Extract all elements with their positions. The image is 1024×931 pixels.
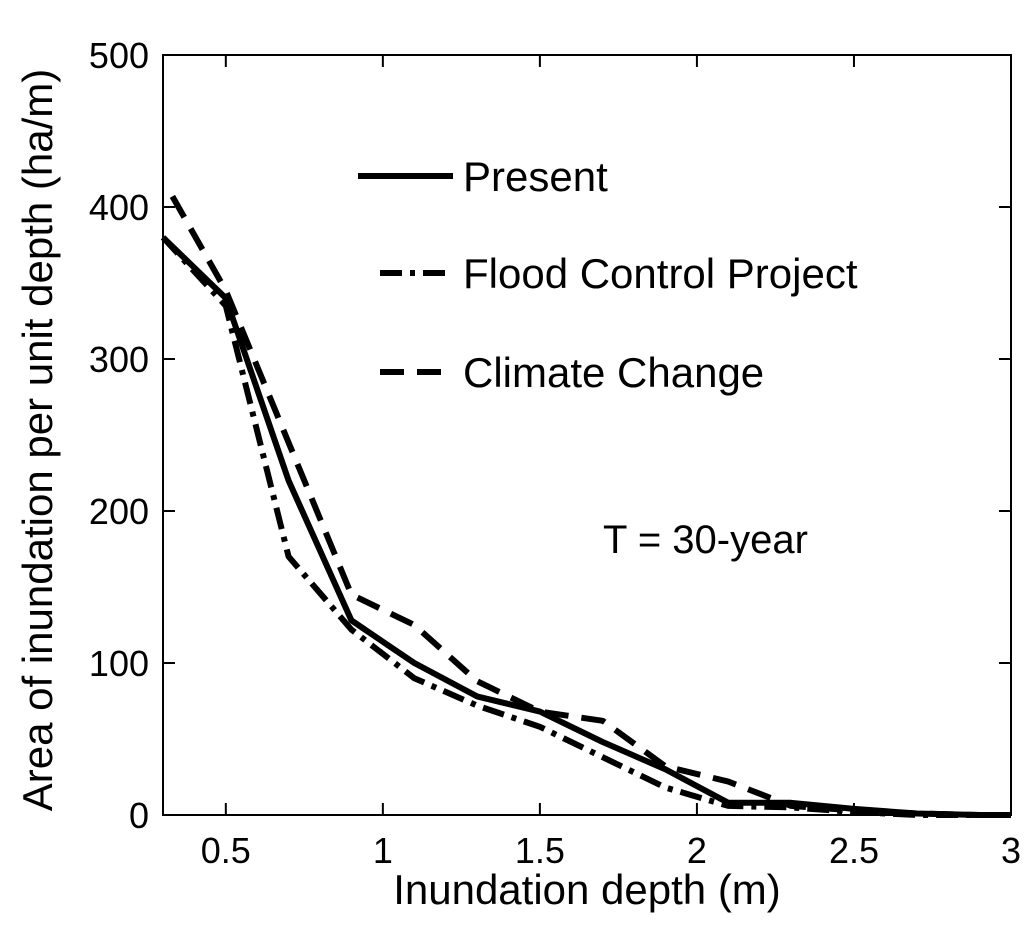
x-tick-label: 0.5 <box>201 830 251 871</box>
series-line-present <box>160 235 1011 818</box>
legend-label-climate-change: Climate Change <box>463 349 764 396</box>
y-tick-label: 500 <box>89 35 149 76</box>
x-tick-label: 3 <box>1001 830 1021 871</box>
legend: Present Flood Control Project Climate Ch… <box>358 153 858 396</box>
axis-ticks <box>163 54 1012 816</box>
series-lines <box>160 194 1011 818</box>
y-tick-label: 0 <box>129 795 149 836</box>
plot-area-frame <box>162 54 1012 816</box>
y-tick-label: 100 <box>89 643 149 684</box>
series-line-flood-control-project <box>160 235 1011 818</box>
y-tick-label: 400 <box>89 187 149 228</box>
y-axis-title: Area of inundation per unit depth (ha/m) <box>14 69 61 811</box>
series-line-climate-change <box>169 194 1011 818</box>
x-tick-label: 1.5 <box>515 830 565 871</box>
x-tick-label: 2 <box>687 830 707 871</box>
legend-label-present: Present <box>463 153 608 200</box>
x-tick-label: 1 <box>373 830 393 871</box>
legend-label-flood-control-project: Flood Control Project <box>463 250 858 297</box>
return-period-annotation: T = 30-year <box>603 518 808 562</box>
x-tick-label: 2.5 <box>829 830 879 871</box>
y-tick-label: 200 <box>89 491 149 532</box>
y-tick-label: 300 <box>89 339 149 380</box>
x-axis-title: Inundation depth (m) <box>393 866 781 913</box>
tick-labels: 0.5 1 1.5 2 2.5 3 0 100 200 300 400 500 <box>89 35 1021 871</box>
